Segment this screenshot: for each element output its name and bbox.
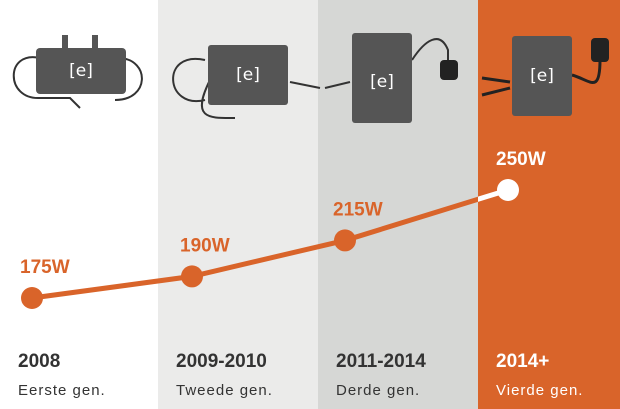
- value-label: 250W: [496, 149, 546, 170]
- category-label: 2014+: [496, 351, 549, 372]
- point: [497, 179, 519, 201]
- category-label: 2011-2014: [336, 351, 426, 372]
- value-label: 215W: [333, 199, 383, 220]
- category-label: 2008: [18, 351, 60, 372]
- icon-label: [e]: [370, 72, 394, 92]
- icon-label: [e]: [530, 66, 554, 86]
- point: [181, 265, 203, 287]
- value-label: 190W: [180, 235, 230, 256]
- icon-label: [e]: [69, 61, 93, 81]
- chart: [e] [e] [e] [e] 175W 190W 215W 250W 2008 Eers…: [0, 0, 620, 409]
- icon-label: [e]: [236, 65, 260, 85]
- value-label: 175W: [20, 257, 70, 278]
- point: [21, 287, 43, 309]
- generation-label: Vierde gen.: [496, 382, 583, 399]
- generation-label: Eerste gen.: [18, 382, 106, 399]
- category-label: 2009-2010: [176, 351, 267, 372]
- generation-label: Derde gen.: [336, 382, 420, 399]
- point: [334, 229, 356, 251]
- generation-label: Tweede gen.: [176, 382, 273, 399]
